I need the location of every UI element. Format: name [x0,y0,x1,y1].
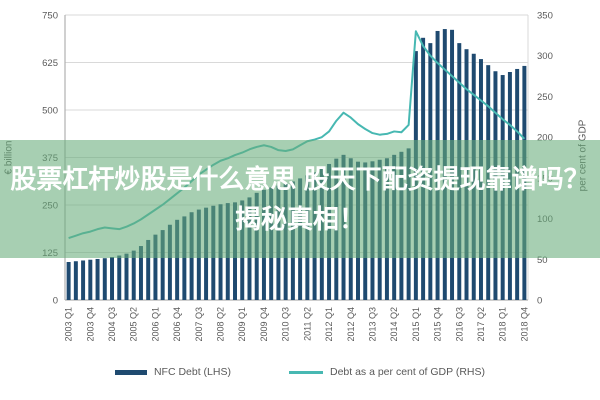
left-axis-tick-label: 0 [53,296,58,307]
nfc-debt-bar [110,257,115,300]
nfc-debt-bar [160,230,165,300]
nfc-debt-bar [146,239,151,300]
right-axis-tick-label: 50 [537,255,548,266]
x-axis-tick-label: 2012 Q1 [324,307,334,342]
right-axis-tick-label: 200 [537,133,553,144]
nfc-debt-bar [88,259,93,300]
x-axis-tick-label: 2009 Q1 [237,307,247,342]
right-axis-tick-label: 350 [537,11,553,22]
legend-label-nfc-debt: NFC Debt (LHS) [153,366,231,378]
x-axis-tick-label: 2016 Q3 [454,307,464,342]
x-axis-tick-label: 2003 Q1 [64,307,74,342]
nfc-debt-bar [138,246,143,300]
nfc-debt-bar [81,260,86,300]
x-axis-tick-label: 2013 Q3 [367,307,377,342]
nfc-debt-bar [124,253,129,300]
overlay-text-line2: 揭秘真相！ [234,204,365,234]
x-axis-tick-label: 2014 Q2 [389,307,399,342]
x-axis-tick-label: 2018 Q4 [519,307,529,342]
chart-legend: NFC Debt (LHS) Debt as a per cent of GDP… [0,366,600,378]
x-axis-tick-label: 2015 Q1 [411,307,421,342]
promo-overlay-band: 股票杠杆炒股是什么意思 股天下配资提现靠谱吗？ 揭秘真相！ [0,140,600,258]
x-axis-tick-label: 2008 Q2 [216,307,226,342]
left-axis-tick-label: 750 [42,11,58,22]
x-axis-tick-label: 2004 Q3 [107,307,117,342]
nfc-debt-bar [66,262,71,300]
x-axis-tick-label: 2012 Q4 [346,307,356,342]
overlay-text-line1: 股票杠杆炒股是什么意思 股天下配资提现靠谱吗？ [10,163,590,194]
nfc-debt-bar [175,219,180,300]
right-axis-tick-label: 0 [537,296,542,307]
legend-item-debt-pct-gdp: Debt as a per cent of GDP (RHS) [288,366,486,378]
right-axis-tick-label: 250 [537,92,553,103]
nfc-debt-swatch [114,369,147,375]
x-axis-tick-label: 2017 Q2 [476,307,486,342]
left-axis-tick-label: 625 [42,58,58,69]
x-axis-tick-label: 2005 Q2 [129,307,139,342]
x-axis-tick-label: 2010 Q3 [281,307,291,342]
x-axis-tick-label: 2007 Q3 [194,307,204,342]
nfc-debt-bar [95,258,100,300]
nfc-debt-bar [153,234,158,300]
nfc-debt-bar [102,258,107,300]
x-axis-tick-label: 2006 Q1 [150,307,160,342]
nfc-debt-bar [182,216,187,300]
x-axis-tick-label: 2003 Q4 [85,307,95,342]
debt-pct-gdp-swatch [288,370,323,374]
legend-item-nfc-debt: NFC Debt (LHS) [114,366,231,378]
legend-label-debt-pct-gdp: Debt as a per cent of GDP (RHS) [329,366,486,378]
x-axis-tick-label: 2009 Q4 [259,307,269,342]
nfc-debt-bar [117,255,122,300]
nfc-debt-bar [131,250,136,300]
left-axis-tick-label: 500 [42,106,58,117]
nfc-debt-bar [73,261,78,300]
right-axis-tick-label: 300 [537,51,553,62]
x-axis-tick-label: 2011 Q2 [302,307,312,341]
nfc-debt-bar [167,224,172,300]
x-axis-tick-label: 2015 Q4 [433,307,443,342]
x-axis-tick-label: 2006 Q4 [172,307,182,342]
x-axis-tick-label: 2018 Q1 [498,307,508,342]
